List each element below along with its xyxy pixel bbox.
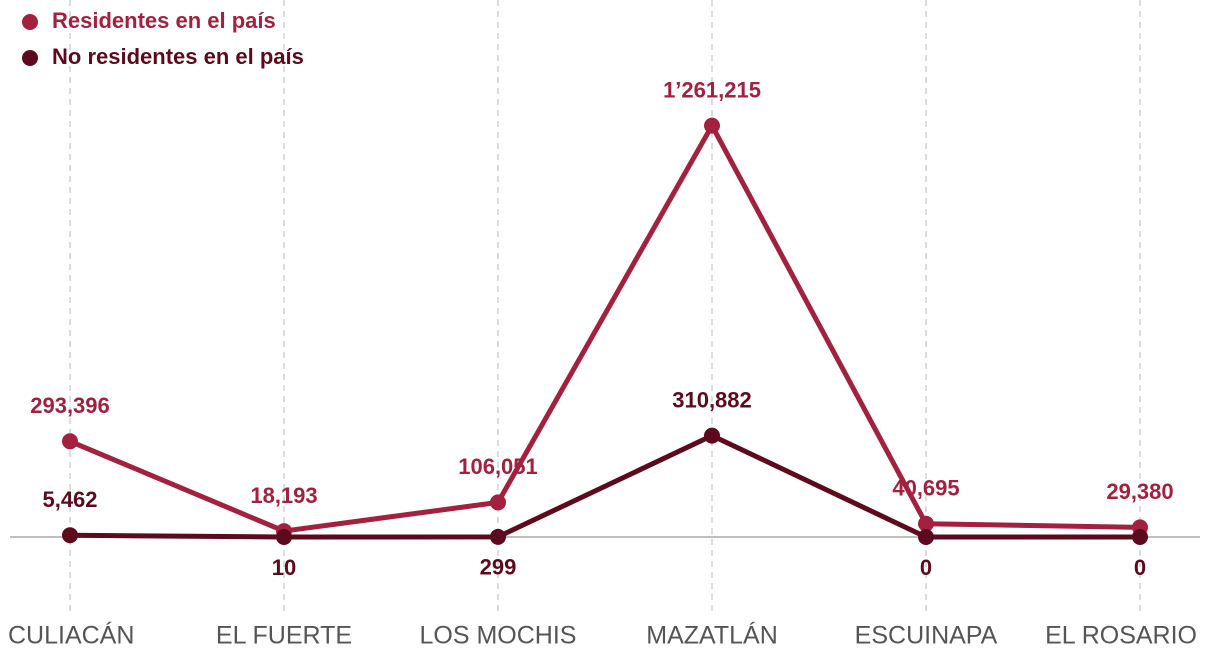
legend-label: Residentes en el país (52, 8, 276, 33)
series-line (69, 433, 1140, 540)
series-line (69, 123, 1141, 534)
legend-marker (22, 14, 38, 30)
data-label: 5,462 (42, 487, 97, 512)
x-tick-label: LOS MOCHIS (420, 622, 577, 650)
x-tick-label: ESCUINAPA (855, 622, 998, 650)
data-point (276, 528, 292, 545)
data-label: 0 (1134, 555, 1146, 580)
data-label: 40,695 (892, 476, 959, 501)
data-point (62, 433, 78, 450)
data-label: 10 (272, 555, 296, 580)
data-label: 293,396 (30, 393, 110, 418)
data-point (490, 494, 506, 511)
data-label: 29,380 (1106, 479, 1173, 504)
data-point (704, 117, 720, 134)
legend-label: No residentes en el país (52, 44, 304, 69)
x-tick-label: MAZATLÁN (646, 621, 778, 650)
data-label: 18,193 (250, 483, 317, 508)
x-tick-label: EL FUERTE (216, 622, 352, 650)
data-point (918, 529, 934, 545)
x-tick-label: EL ROSARIO (1045, 622, 1197, 650)
data-label: 1’261,215 (663, 77, 761, 102)
data-point (704, 427, 720, 444)
data-point (918, 515, 934, 532)
data-label: 106,051 (458, 454, 538, 479)
legend-marker (22, 50, 38, 66)
data-label: 310,882 (672, 387, 752, 412)
data-point (62, 527, 78, 544)
x-tick-label: CULIACÁN (8, 621, 134, 650)
data-label: 0 (920, 555, 932, 580)
data-label: 299 (480, 555, 517, 580)
data-point (490, 528, 506, 545)
data-point (1132, 529, 1148, 545)
